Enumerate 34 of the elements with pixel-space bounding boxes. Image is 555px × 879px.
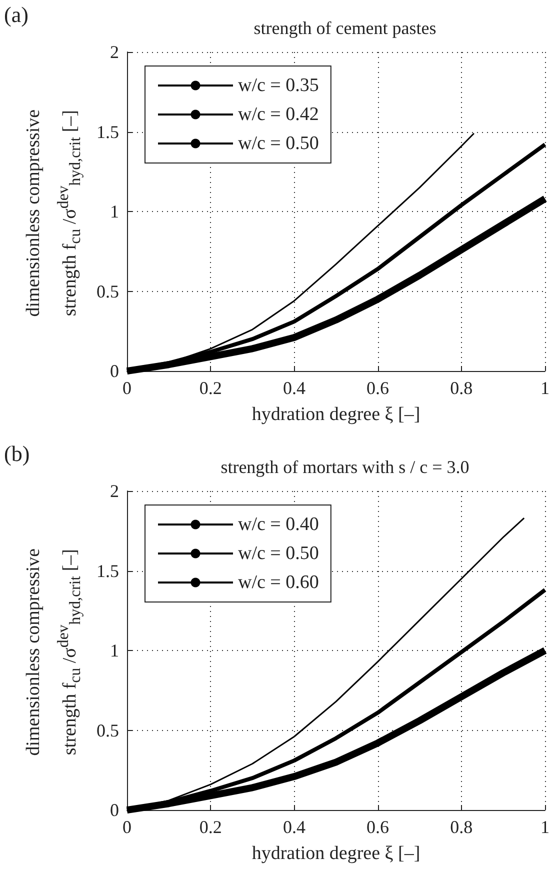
y-tick-label: 1.5 xyxy=(96,122,119,142)
y-tick-label: 0 xyxy=(110,361,119,381)
x-tick-label: 0 xyxy=(122,817,132,837)
x-tick-label: 1 xyxy=(540,378,550,398)
y-tick-label: 0.5 xyxy=(96,720,119,740)
legend-label: w/c = 0.60 xyxy=(238,572,319,593)
x-tick-label: 0.8 xyxy=(450,378,473,398)
x-tick-label: 0.6 xyxy=(366,817,390,837)
y-tick-label: 2 xyxy=(110,42,119,62)
legend-label: w/c = 0.50 xyxy=(238,543,319,564)
x-tick-label: 0 xyxy=(122,378,132,398)
y-tick-label: 0.5 xyxy=(96,281,119,302)
x-tick-label: 0.2 xyxy=(199,817,222,837)
x-tick-label: 0.2 xyxy=(199,378,222,398)
y-tick-label: 2 xyxy=(110,481,119,501)
text: (b) xyxy=(4,441,30,467)
y-tick-label: 1 xyxy=(110,640,119,660)
x-tick-label: 0.4 xyxy=(282,817,306,837)
legend-label: w/c = 0.40 xyxy=(238,514,319,535)
chart-title: strength of mortars with s / c = 3.0 xyxy=(220,457,470,477)
legend-label: w/c = 0.42 xyxy=(238,104,319,125)
x-tick-label: 1 xyxy=(540,817,550,837)
chart-title: strength of cement pastes xyxy=(254,18,436,38)
x-axis-title: hydration degree ξ [–] xyxy=(252,843,420,864)
x-tick-label: 0.4 xyxy=(282,378,306,398)
y-tick-label: 0 xyxy=(110,800,119,820)
x-tick-label: 0.8 xyxy=(450,817,473,837)
legend-label: w/c = 0.35 xyxy=(238,75,319,96)
text: (a) xyxy=(4,2,28,28)
x-tick-label: 0.6 xyxy=(366,378,390,398)
legend-label: w/c = 0.50 xyxy=(238,133,319,154)
y-tick-label: 1 xyxy=(110,202,119,222)
x-axis-title: hydration degree ξ [–] xyxy=(252,404,420,425)
y-tick-label: 1.5 xyxy=(96,560,119,581)
